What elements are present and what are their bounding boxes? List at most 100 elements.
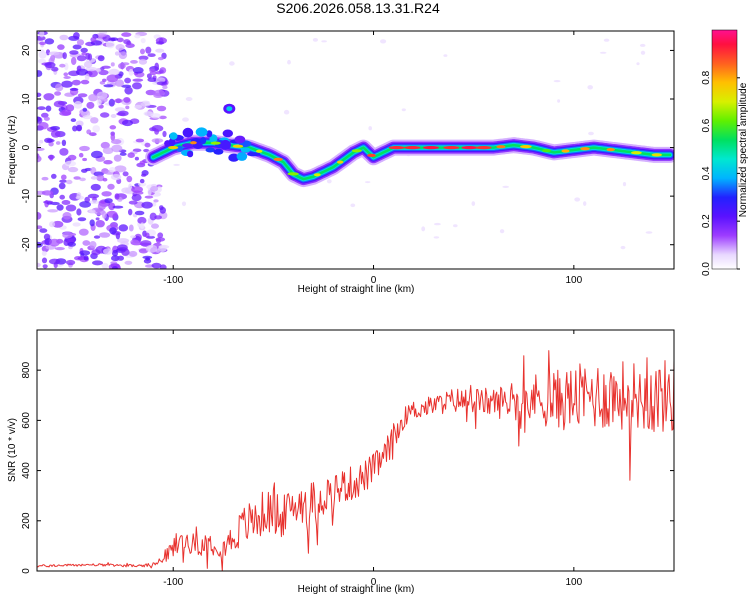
- noise-speckle: [110, 62, 115, 67]
- colorbar-gradient: [711, 29, 738, 270]
- noise-speckle: [71, 57, 77, 65]
- colorbar-tick-label: 0.6: [701, 118, 712, 132]
- noise-speckle: [350, 203, 356, 208]
- ridge-peak: [232, 144, 244, 148]
- snr-panel: -100 0 100 0 200 400 600 800 Height of straigh…: [7, 329, 675, 595]
- ridge-blob: [206, 130, 213, 138]
- ridge-peak: [210, 141, 221, 145]
- noise-speckle: [312, 38, 318, 42]
- noise-speckle: [89, 200, 100, 205]
- noise-speckle: [130, 235, 137, 239]
- noise-speckle: [126, 175, 133, 183]
- noise-speckle: [90, 183, 101, 191]
- ridge-blob: [176, 145, 184, 152]
- noise-speckle: [110, 114, 117, 118]
- noise-speckle: [78, 152, 84, 158]
- noise-speckle: [106, 210, 118, 218]
- noise-speckle: [132, 82, 142, 90]
- noise-speckle: [73, 101, 83, 109]
- noise-speckle: [155, 48, 165, 53]
- noise-speckle: [128, 250, 138, 257]
- noise-speckle: [132, 78, 144, 82]
- ridge-peak: [313, 173, 321, 177]
- noise-speckle: [50, 126, 60, 131]
- noise-speckle: [229, 61, 235, 66]
- noise-speckle: [97, 55, 105, 62]
- noise-speckle: [86, 69, 98, 78]
- ridge-blob: [222, 129, 233, 138]
- x-tick-label: 0: [371, 577, 377, 588]
- ridge-blob: [181, 143, 193, 148]
- noise-speckle: [72, 125, 78, 132]
- snr-line: [37, 350, 674, 571]
- ridge-blob: [200, 137, 207, 145]
- noise-speckle: [125, 43, 135, 48]
- noise-speckle: [111, 139, 122, 145]
- noise-speckle: [93, 235, 101, 239]
- snr-x-ticks: -100 0 100: [163, 330, 583, 588]
- noise-speckle: [73, 32, 80, 40]
- ridge-blob: [226, 106, 233, 112]
- noise-speckle: [66, 259, 76, 266]
- ridge-blob: [182, 127, 194, 138]
- noise-speckle: [80, 79, 90, 85]
- noise-speckle: [107, 183, 115, 190]
- noise-speckle: [83, 61, 93, 68]
- noise-speckle: [86, 101, 95, 109]
- noise-speckle: [138, 248, 149, 254]
- noise-speckle: [118, 51, 128, 60]
- noise-speckle: [149, 212, 157, 221]
- noise-speckle: [46, 138, 55, 143]
- noise-speckle: [77, 93, 88, 98]
- noise-speckle: [69, 50, 79, 55]
- noise-speckle: [139, 178, 145, 184]
- noise-speckle: [41, 250, 47, 256]
- noise-speckle: [140, 240, 152, 247]
- noise-speckle: [79, 177, 86, 182]
- noise-speckle: [121, 32, 132, 37]
- noise-speckle: [139, 160, 146, 165]
- noise-speckle: [141, 173, 147, 177]
- noise-speckle: [90, 37, 97, 43]
- noise-speckle: [121, 84, 132, 88]
- noise-speckle: [54, 91, 62, 96]
- noise-speckle: [76, 124, 83, 132]
- noise-speckle: [110, 37, 119, 41]
- x-tick-label: 100: [565, 577, 582, 588]
- noise-speckle: [121, 119, 134, 127]
- noise-speckle: [65, 204, 77, 212]
- noise-speckle: [112, 205, 124, 209]
- noise-speckle: [599, 51, 607, 54]
- snr-frame: [36, 329, 675, 572]
- noise-speckle: [41, 176, 49, 181]
- noise-speckle: [155, 41, 165, 45]
- ridge-blob: [213, 148, 224, 155]
- noise-speckle: [59, 148, 69, 156]
- noise-speckle: [115, 44, 125, 51]
- x-tick-label: 100: [565, 275, 582, 286]
- noise-speckle: [62, 231, 73, 239]
- y-tick-label: 0: [21, 568, 32, 574]
- noise-speckle: [102, 211, 107, 219]
- noise-speckle: [53, 100, 65, 108]
- noise-speckle: [37, 212, 42, 220]
- noise-speckle: [620, 245, 626, 250]
- noise-speckle: [37, 143, 41, 147]
- ridge-blob: [247, 152, 261, 157]
- noise-speckle: [41, 190, 54, 196]
- noise-speckle: [83, 255, 89, 261]
- noise-speckle: [157, 232, 164, 239]
- noise-speckle: [116, 37, 124, 43]
- noise-speckle: [159, 264, 167, 269]
- noise-speckle: [156, 186, 162, 193]
- noise-speckle: [134, 210, 145, 216]
- ridge-peak: [475, 146, 492, 150]
- noise-speckle: [128, 200, 138, 205]
- noise-speckle: [61, 174, 67, 180]
- y-tick-label: 10: [21, 93, 32, 105]
- colorbar-tick-label: 0.2: [701, 214, 712, 228]
- noise-speckle: [59, 34, 69, 41]
- noise-speckle: [97, 202, 106, 211]
- noise-speckle: [80, 47, 88, 53]
